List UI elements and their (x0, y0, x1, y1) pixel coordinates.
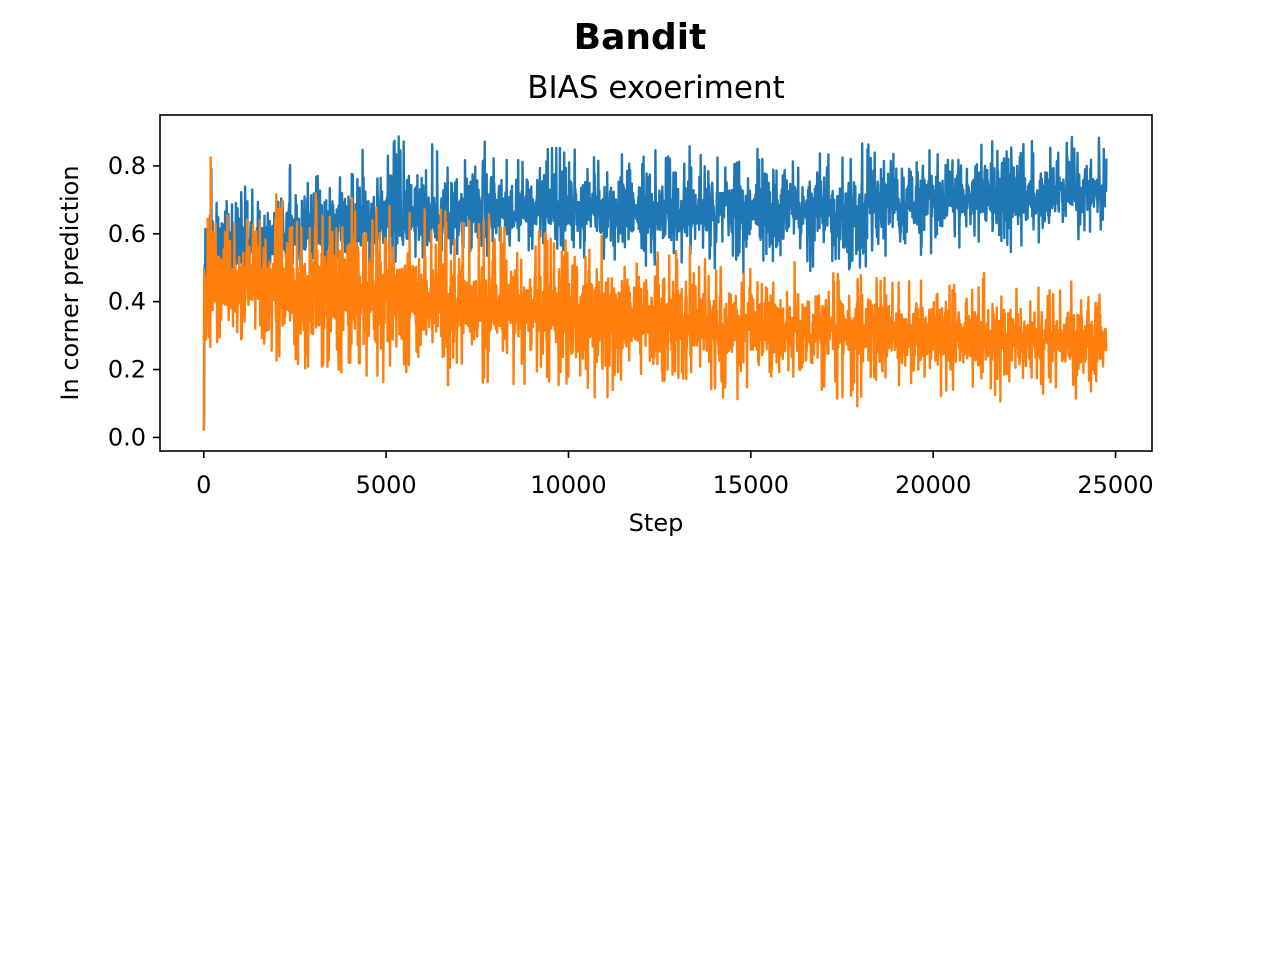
y-tick-label: 0.6 (108, 220, 146, 248)
x-tick-label: 15000 (713, 471, 789, 499)
axes-frame (159, 114, 1153, 452)
y-tick-label: 0.4 (108, 288, 146, 316)
x-tick-label: 10000 (530, 471, 606, 499)
chart-title: BIAS exoeriment (527, 70, 785, 106)
x-tick-label: 5000 (356, 471, 417, 499)
y-tick-label: 0.8 (108, 152, 146, 180)
plot-area (159, 114, 1153, 452)
x-tick-label: 0 (196, 471, 211, 499)
figure-suptitle: Bandit (574, 17, 707, 58)
series-line-2 (202, 156, 1108, 431)
y-axis: 0.0 0.2 0.4 0.6 0.8 (108, 152, 160, 451)
series-layer (202, 135, 1108, 431)
x-tick-label: 20000 (895, 471, 971, 499)
y-axis-label: In corner prediction (56, 165, 84, 400)
y-tick-label: 0.2 (108, 356, 146, 384)
x-tick-label: 25000 (1077, 471, 1153, 499)
x-axis-label: Step (629, 509, 684, 537)
y-tick-label: 0.0 (108, 423, 146, 451)
x-axis: 0 5000 10000 15000 20000 25000 (196, 451, 1154, 499)
